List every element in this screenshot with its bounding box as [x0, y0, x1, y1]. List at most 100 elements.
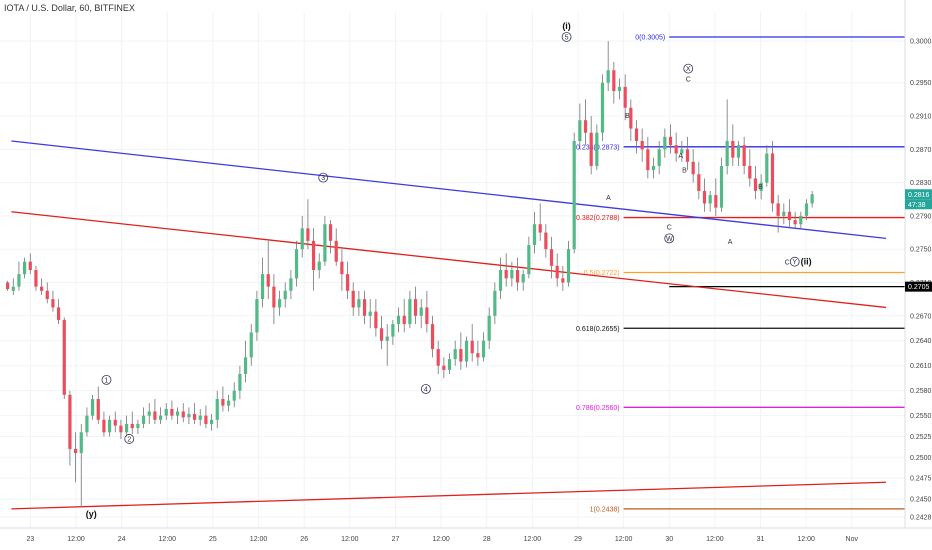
candle	[209, 413, 214, 431]
x-tick-label: 28	[483, 536, 491, 543]
wave-label: A	[728, 239, 733, 246]
candle	[759, 174, 763, 200]
candle-body	[442, 365, 446, 370]
candle-body	[629, 107, 633, 129]
wave-label: A	[678, 153, 683, 160]
wave-text: B	[625, 113, 630, 120]
candle-body	[759, 182, 763, 191]
candle	[770, 141, 775, 212]
x-tick-label: 12:00	[706, 536, 724, 543]
candle-body	[130, 423, 134, 429]
candle-body	[685, 149, 690, 162]
candle-body	[413, 299, 418, 316]
candle	[680, 141, 684, 162]
price-label: 47:38	[905, 199, 932, 210]
candle	[328, 220, 333, 254]
candle	[702, 178, 707, 212]
candle-body	[17, 274, 21, 287]
candle	[215, 390, 219, 429]
candle	[379, 315, 384, 350]
candle	[532, 211, 537, 254]
candle	[192, 403, 197, 424]
fib-label: 0.786(0.2560)	[576, 405, 620, 412]
candle	[272, 274, 276, 325]
candle-body	[73, 448, 78, 454]
candle	[283, 282, 287, 308]
candle	[742, 136, 746, 175]
candle	[385, 324, 389, 366]
wave-circle	[561, 32, 572, 42]
candle	[204, 405, 208, 429]
candle	[351, 282, 355, 316]
wave-label: C	[667, 225, 672, 232]
x-tick-label: 29	[574, 536, 582, 543]
wave-text: 3	[321, 175, 325, 182]
candle-body	[561, 278, 565, 283]
candle	[442, 357, 446, 379]
candle	[221, 386, 225, 412]
candle-body	[368, 311, 372, 316]
price-label: 0.2816	[905, 189, 932, 200]
candle	[589, 116, 593, 175]
candle	[498, 257, 503, 300]
wave-text: C	[667, 225, 672, 232]
wave-label: B	[758, 184, 763, 191]
y-tick-label: 0.3000	[910, 39, 932, 46]
wave-circle	[789, 256, 800, 267]
candle	[23, 257, 27, 279]
candle	[725, 99, 729, 175]
wave-label: A	[606, 195, 611, 202]
candle	[413, 286, 418, 325]
candle-body	[90, 399, 95, 416]
candle-body	[600, 82, 605, 133]
candle	[566, 240, 571, 287]
candle-body	[272, 286, 276, 308]
candle	[561, 265, 565, 291]
candle	[549, 236, 554, 279]
candle-body	[504, 270, 508, 279]
candle-body	[544, 232, 548, 250]
candle	[572, 132, 576, 254]
candle-body	[124, 423, 129, 433]
candle	[39, 278, 44, 295]
y-tick-label: 0.2500	[910, 455, 932, 462]
candle-body	[136, 423, 140, 429]
candle	[226, 394, 231, 412]
y-tick-label: 0.2580	[910, 388, 932, 395]
wave-label: 2	[124, 434, 135, 444]
candle-body	[294, 249, 299, 279]
candle	[595, 124, 599, 171]
candle	[340, 249, 344, 291]
candle	[170, 400, 174, 420]
candle-body	[317, 261, 321, 270]
trend-lines	[11, 140, 887, 510]
candle-body	[498, 270, 503, 291]
candle-body	[589, 132, 593, 166]
candle	[136, 419, 140, 434]
x-tick-label: 23	[27, 536, 35, 543]
wave-text: X	[686, 66, 691, 73]
candle-body	[277, 299, 282, 308]
candle-body	[170, 408, 174, 416]
candle-body	[209, 419, 214, 424]
candle	[73, 432, 78, 483]
candle-body	[538, 224, 542, 233]
candle-body	[425, 307, 429, 325]
candle-body	[113, 419, 117, 426]
candle	[493, 282, 497, 325]
candle	[311, 228, 316, 291]
wave-label: Y	[789, 256, 800, 267]
candle-body	[419, 307, 423, 316]
wave-circle	[318, 172, 329, 183]
candle	[85, 407, 89, 437]
candle-body	[147, 411, 151, 416]
wave-circle	[683, 63, 694, 74]
candle	[476, 340, 480, 366]
candle-body	[578, 120, 582, 141]
candle-body	[39, 286, 44, 291]
candle	[124, 415, 129, 437]
y-tick-label: 0.2870	[910, 147, 932, 154]
candle-body	[651, 165, 656, 171]
candle-body	[464, 340, 469, 362]
